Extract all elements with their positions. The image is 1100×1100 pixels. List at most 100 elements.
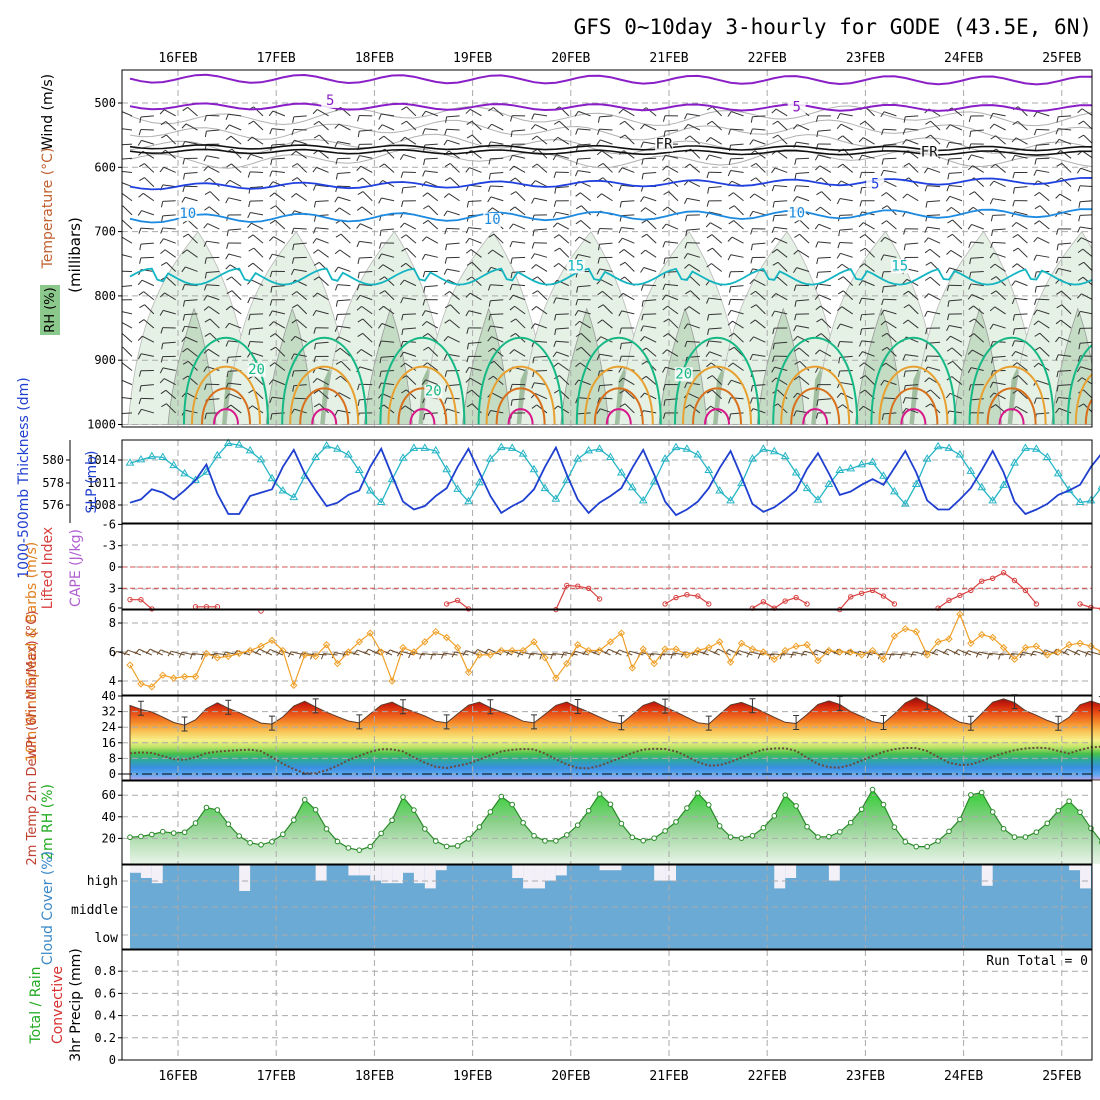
rh-point xyxy=(1088,825,1094,832)
wind-barb xyxy=(712,106,723,117)
wind-barb xyxy=(643,196,657,202)
wind-point xyxy=(279,646,287,655)
wind-barb-flag xyxy=(517,651,521,658)
wind-barb xyxy=(731,111,744,117)
wind-barb-flag xyxy=(178,652,183,659)
date-label-top: 18FEB xyxy=(355,51,394,66)
wind-barb-flag xyxy=(509,241,513,248)
wind-barb-flag xyxy=(139,116,142,123)
wind-barb xyxy=(755,163,766,173)
wind-barb xyxy=(771,653,786,656)
wind-barb xyxy=(796,196,810,202)
wind-barb xyxy=(338,336,351,343)
wind-barb-flag xyxy=(816,272,819,279)
wind-barb-flag xyxy=(881,205,888,210)
temp-dome xyxy=(1066,344,1092,425)
high-cloud-gap xyxy=(828,865,840,881)
wind-barb xyxy=(558,234,570,244)
y-tick-label: 6 xyxy=(109,645,116,659)
wind-barb xyxy=(514,206,526,216)
wind-barb xyxy=(228,355,242,358)
slp-point xyxy=(780,451,790,460)
wind-barb xyxy=(908,304,919,315)
rh-point xyxy=(520,819,526,826)
wind-point xyxy=(923,651,931,659)
y-tick-label: 8 xyxy=(109,751,116,765)
wind-barb xyxy=(1036,285,1050,288)
wind-barb-flag xyxy=(837,370,841,377)
wind-barb-flag xyxy=(836,123,842,130)
wind-barb xyxy=(668,318,679,329)
wind-barb xyxy=(1036,254,1050,258)
wind-barb xyxy=(992,355,1006,358)
wind-barb xyxy=(122,205,133,216)
wind-barb xyxy=(337,171,351,175)
rh-point xyxy=(323,826,330,832)
slp-point xyxy=(868,457,877,465)
wind-barb-flag xyxy=(334,284,338,291)
wind-barb-flag xyxy=(924,377,930,383)
wind-barb-flag xyxy=(550,653,554,660)
wind-barb xyxy=(1056,648,1070,656)
wind-barb xyxy=(184,299,198,302)
wind-barb-flag xyxy=(443,193,450,198)
wind-barb xyxy=(359,155,373,159)
wind-barb xyxy=(1080,366,1092,371)
wind-barb-flag xyxy=(945,196,951,202)
wind-barb-flag xyxy=(1078,201,1081,208)
wind-barb xyxy=(185,123,198,131)
rh-point xyxy=(640,837,647,844)
wind-barb xyxy=(1083,261,1092,272)
wind-barb xyxy=(379,648,393,656)
wind-barb xyxy=(206,270,220,273)
wind-barb xyxy=(755,304,766,315)
wind-barb xyxy=(752,353,766,357)
wind-barb xyxy=(687,392,701,400)
wind-barb xyxy=(622,292,635,301)
temp-dome xyxy=(299,387,350,425)
wind-barb xyxy=(864,234,875,244)
wind-barb-flag xyxy=(706,340,710,347)
wind-barb-flag xyxy=(903,162,910,167)
wind-barb xyxy=(993,252,1006,258)
wind-barb-flag xyxy=(618,292,624,298)
wind-barb-flag xyxy=(509,384,513,391)
wind-barb-flag xyxy=(378,113,382,120)
wind-barb-flag xyxy=(248,329,251,336)
wind-barb-flag xyxy=(771,310,775,317)
wind-barb xyxy=(359,256,373,259)
wind-barb xyxy=(122,321,133,329)
wind-barb-flag xyxy=(1033,111,1038,118)
wind-point xyxy=(432,627,440,636)
wind-barb-flag xyxy=(1011,263,1018,268)
wind-barb-flag xyxy=(683,253,688,259)
wind-barb xyxy=(1014,211,1028,216)
wind-barb xyxy=(493,233,504,244)
wind-point xyxy=(486,651,495,659)
wind-barb xyxy=(533,228,548,231)
temp-dome xyxy=(870,336,957,425)
wind-point xyxy=(595,646,604,655)
wind-barb xyxy=(905,115,919,118)
temp-dome xyxy=(682,365,752,425)
rh-point xyxy=(225,821,232,827)
wind-barb-flag xyxy=(815,115,819,122)
wind-barb xyxy=(1058,369,1072,372)
wind-barb-flag xyxy=(138,129,142,136)
wind-barb xyxy=(774,226,788,230)
wind-barb xyxy=(732,362,744,371)
wind-barb-flag xyxy=(771,185,775,192)
wind-barb xyxy=(536,306,548,315)
wind-barb-flag xyxy=(815,305,821,311)
wind-barb-flag xyxy=(248,120,254,125)
wind-barb-flag xyxy=(705,405,711,411)
rh-point xyxy=(1000,825,1007,832)
wind-barb xyxy=(1014,186,1028,189)
wind-barb-flag xyxy=(859,120,866,125)
wind-barb xyxy=(927,214,941,217)
wind-barb xyxy=(754,319,766,329)
wind-barb xyxy=(730,285,744,288)
date-label-bottom: 18FEB xyxy=(355,1069,394,1084)
y-tick-label: 700 xyxy=(94,225,116,239)
wind-barb-flag xyxy=(552,222,558,228)
